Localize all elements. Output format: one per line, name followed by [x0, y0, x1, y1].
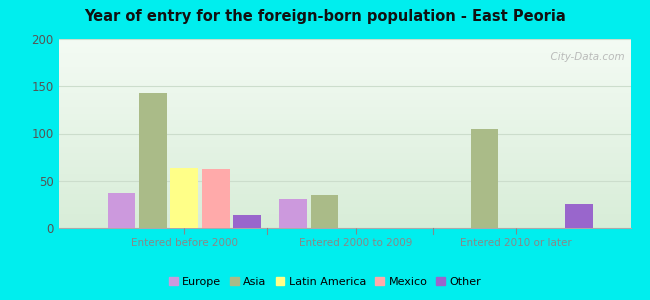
Bar	[139, 93, 166, 228]
Bar	[280, 199, 307, 228]
Bar	[566, 204, 593, 228]
Text: Year of entry for the foreign-born population - East Peoria: Year of entry for the foreign-born popul…	[84, 9, 566, 24]
Bar	[170, 169, 198, 228]
Bar	[108, 193, 135, 228]
Bar	[471, 129, 499, 228]
Bar	[233, 215, 261, 228]
Bar	[311, 195, 338, 228]
Bar	[202, 169, 229, 228]
Legend: Europe, Asia, Latin America, Mexico, Other: Europe, Asia, Latin America, Mexico, Oth…	[164, 272, 486, 291]
Text: City-Data.com: City-Data.com	[544, 52, 625, 62]
